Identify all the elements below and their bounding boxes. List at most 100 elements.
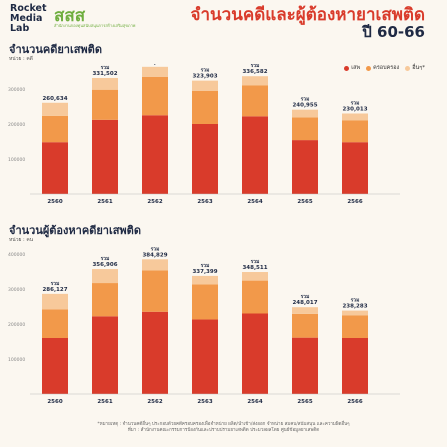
total-prefix-label: รวม	[251, 259, 260, 265]
chart-suspects: 100000200000300000400000รวม286,1272560รว…	[8, 246, 400, 405]
legend-swatch-possess	[366, 65, 372, 71]
bar-segment-1	[42, 309, 68, 338]
bar-segment-1	[92, 283, 118, 317]
bar-segment-0	[142, 311, 168, 394]
bar-segment-2	[142, 66, 168, 77]
bar-segment-0	[42, 338, 68, 394]
total-value-label: 240,955	[292, 103, 317, 109]
bar-segment-2	[192, 275, 218, 285]
bar-segment-0	[292, 337, 318, 394]
legend-swatch-use	[344, 65, 350, 71]
bar-segment-0	[242, 313, 268, 394]
page-subtitle-years: ปี 60-66	[362, 23, 425, 41]
bar-segment-1	[242, 280, 268, 314]
bar-segment-2	[92, 269, 118, 284]
total-prefix-label: รวม	[251, 64, 260, 69]
total-value-label: 238,283	[342, 304, 367, 310]
bar-segment-2	[192, 80, 218, 91]
y-tick-label: 200000	[8, 122, 25, 128]
bar-segment-0	[342, 142, 368, 194]
total-value-label: 384,829	[142, 252, 167, 258]
bar-segment-1	[142, 270, 168, 312]
bar-segment-1	[342, 120, 368, 143]
x-tick-label: 2566	[347, 199, 362, 205]
bar-segment-0	[192, 124, 218, 194]
total-value-label: 363,359	[142, 64, 167, 66]
bar-segment-1	[192, 90, 218, 124]
chart-cases: 100000200000300000400000260,6342560รวม33…	[8, 64, 400, 205]
bar-segment-0	[292, 140, 318, 194]
total-prefix-label: รวม	[301, 294, 310, 300]
total-prefix-label: รวม	[151, 246, 160, 252]
thaihealth-logo: สสส	[54, 6, 86, 26]
bar-segment-2	[292, 109, 318, 118]
bar-segment-1	[342, 315, 368, 338]
bar-segment-0	[92, 119, 118, 194]
y-tick-label: 100000	[8, 357, 25, 363]
legend-swatch-other	[405, 65, 411, 71]
x-tick-label: 2566	[347, 399, 362, 405]
bar-segment-2	[42, 102, 68, 116]
thaihealth-logo-sub: สำนักงานกองทุนสนับสนุนการสร้างเสริมสุขภา…	[54, 23, 136, 28]
x-tick-label: 2563	[197, 399, 212, 405]
bar-segment-0	[242, 116, 268, 194]
total-prefix-label: รวม	[201, 68, 210, 74]
header: Rocket Media Lab สสส สำนักงานกองทุนสนับส…	[0, 0, 447, 60]
x-tick-label: 2564	[247, 399, 262, 405]
bar-segment-2	[242, 272, 268, 281]
panel-title-cases: จำนวนคดียาเสพติด	[9, 43, 102, 56]
total-value-label: 248,017	[292, 300, 317, 306]
bar-segment-2	[342, 113, 368, 121]
bar-segment-2	[242, 76, 268, 86]
bar-segment-2	[92, 77, 118, 90]
legend-item-use: เสพ	[344, 64, 360, 72]
x-tick-label: 2565	[297, 199, 312, 205]
bar-segment-0	[142, 115, 168, 194]
panel-unit-cases: หน่วย : คดี	[9, 56, 33, 62]
total-prefix-label: รวม	[101, 256, 110, 262]
y-tick-label: 300000	[8, 87, 25, 93]
x-tick-label: 2563	[197, 199, 212, 205]
bar-segment-1	[292, 313, 318, 338]
y-tick-label: 300000	[8, 287, 25, 293]
total-prefix-label: รวม	[351, 298, 360, 304]
panel-unit-suspects: หน่วย : คน	[9, 237, 34, 243]
bar-segment-2	[42, 293, 68, 310]
x-tick-label: 2565	[297, 399, 312, 405]
legend-item-possess: ครอบครอง	[366, 64, 399, 72]
total-value-label: 323,903	[192, 74, 217, 80]
x-tick-label: 2561	[97, 399, 112, 405]
total-value-label: 356,906	[92, 262, 117, 268]
y-tick-label: 100000	[8, 157, 25, 163]
total-prefix-label: รวม	[51, 281, 60, 287]
bar-segment-1	[142, 76, 168, 116]
total-prefix-label: รวม	[201, 263, 210, 269]
x-tick-label: 2562	[147, 399, 162, 405]
total-prefix-label: รวม	[301, 97, 310, 103]
x-tick-label: 2561	[97, 199, 112, 205]
bar-segment-0	[342, 338, 368, 394]
x-tick-label: 2564	[247, 199, 262, 205]
panel-title-suspects: จำนวนผู้ต้องหาคดียาเสพติด	[9, 224, 141, 237]
rocket-media-lab-logo: Rocket Media Lab	[10, 3, 47, 34]
y-tick-label: 400000	[8, 252, 25, 258]
bar-segment-0	[192, 319, 218, 394]
y-tick-label: 200000	[8, 322, 25, 328]
total-value-label: 337,399	[192, 269, 217, 275]
bar-segment-1	[92, 89, 118, 120]
bar-segment-1	[242, 85, 268, 117]
bar-segment-2	[292, 307, 318, 314]
bar-segment-0	[42, 142, 68, 194]
bar-segment-2	[142, 259, 168, 271]
total-value-label: 230,013	[342, 106, 367, 112]
total-prefix-label: รวม	[351, 100, 360, 106]
bar-segment-1	[42, 115, 68, 143]
bar-segment-1	[192, 284, 218, 320]
x-tick-label: 2562	[147, 199, 162, 205]
bar-segment-2	[342, 310, 368, 316]
footnote: *หมายเหตุ : จำนวนคดีอื่นๆ ประกอบด้วยคดีค…	[97, 422, 350, 433]
x-tick-label: 2560	[47, 199, 62, 205]
bar-segment-0	[92, 316, 118, 394]
legend-item-other: อื่นๆ*	[405, 64, 425, 72]
total-prefix-label: รวม	[101, 65, 110, 71]
